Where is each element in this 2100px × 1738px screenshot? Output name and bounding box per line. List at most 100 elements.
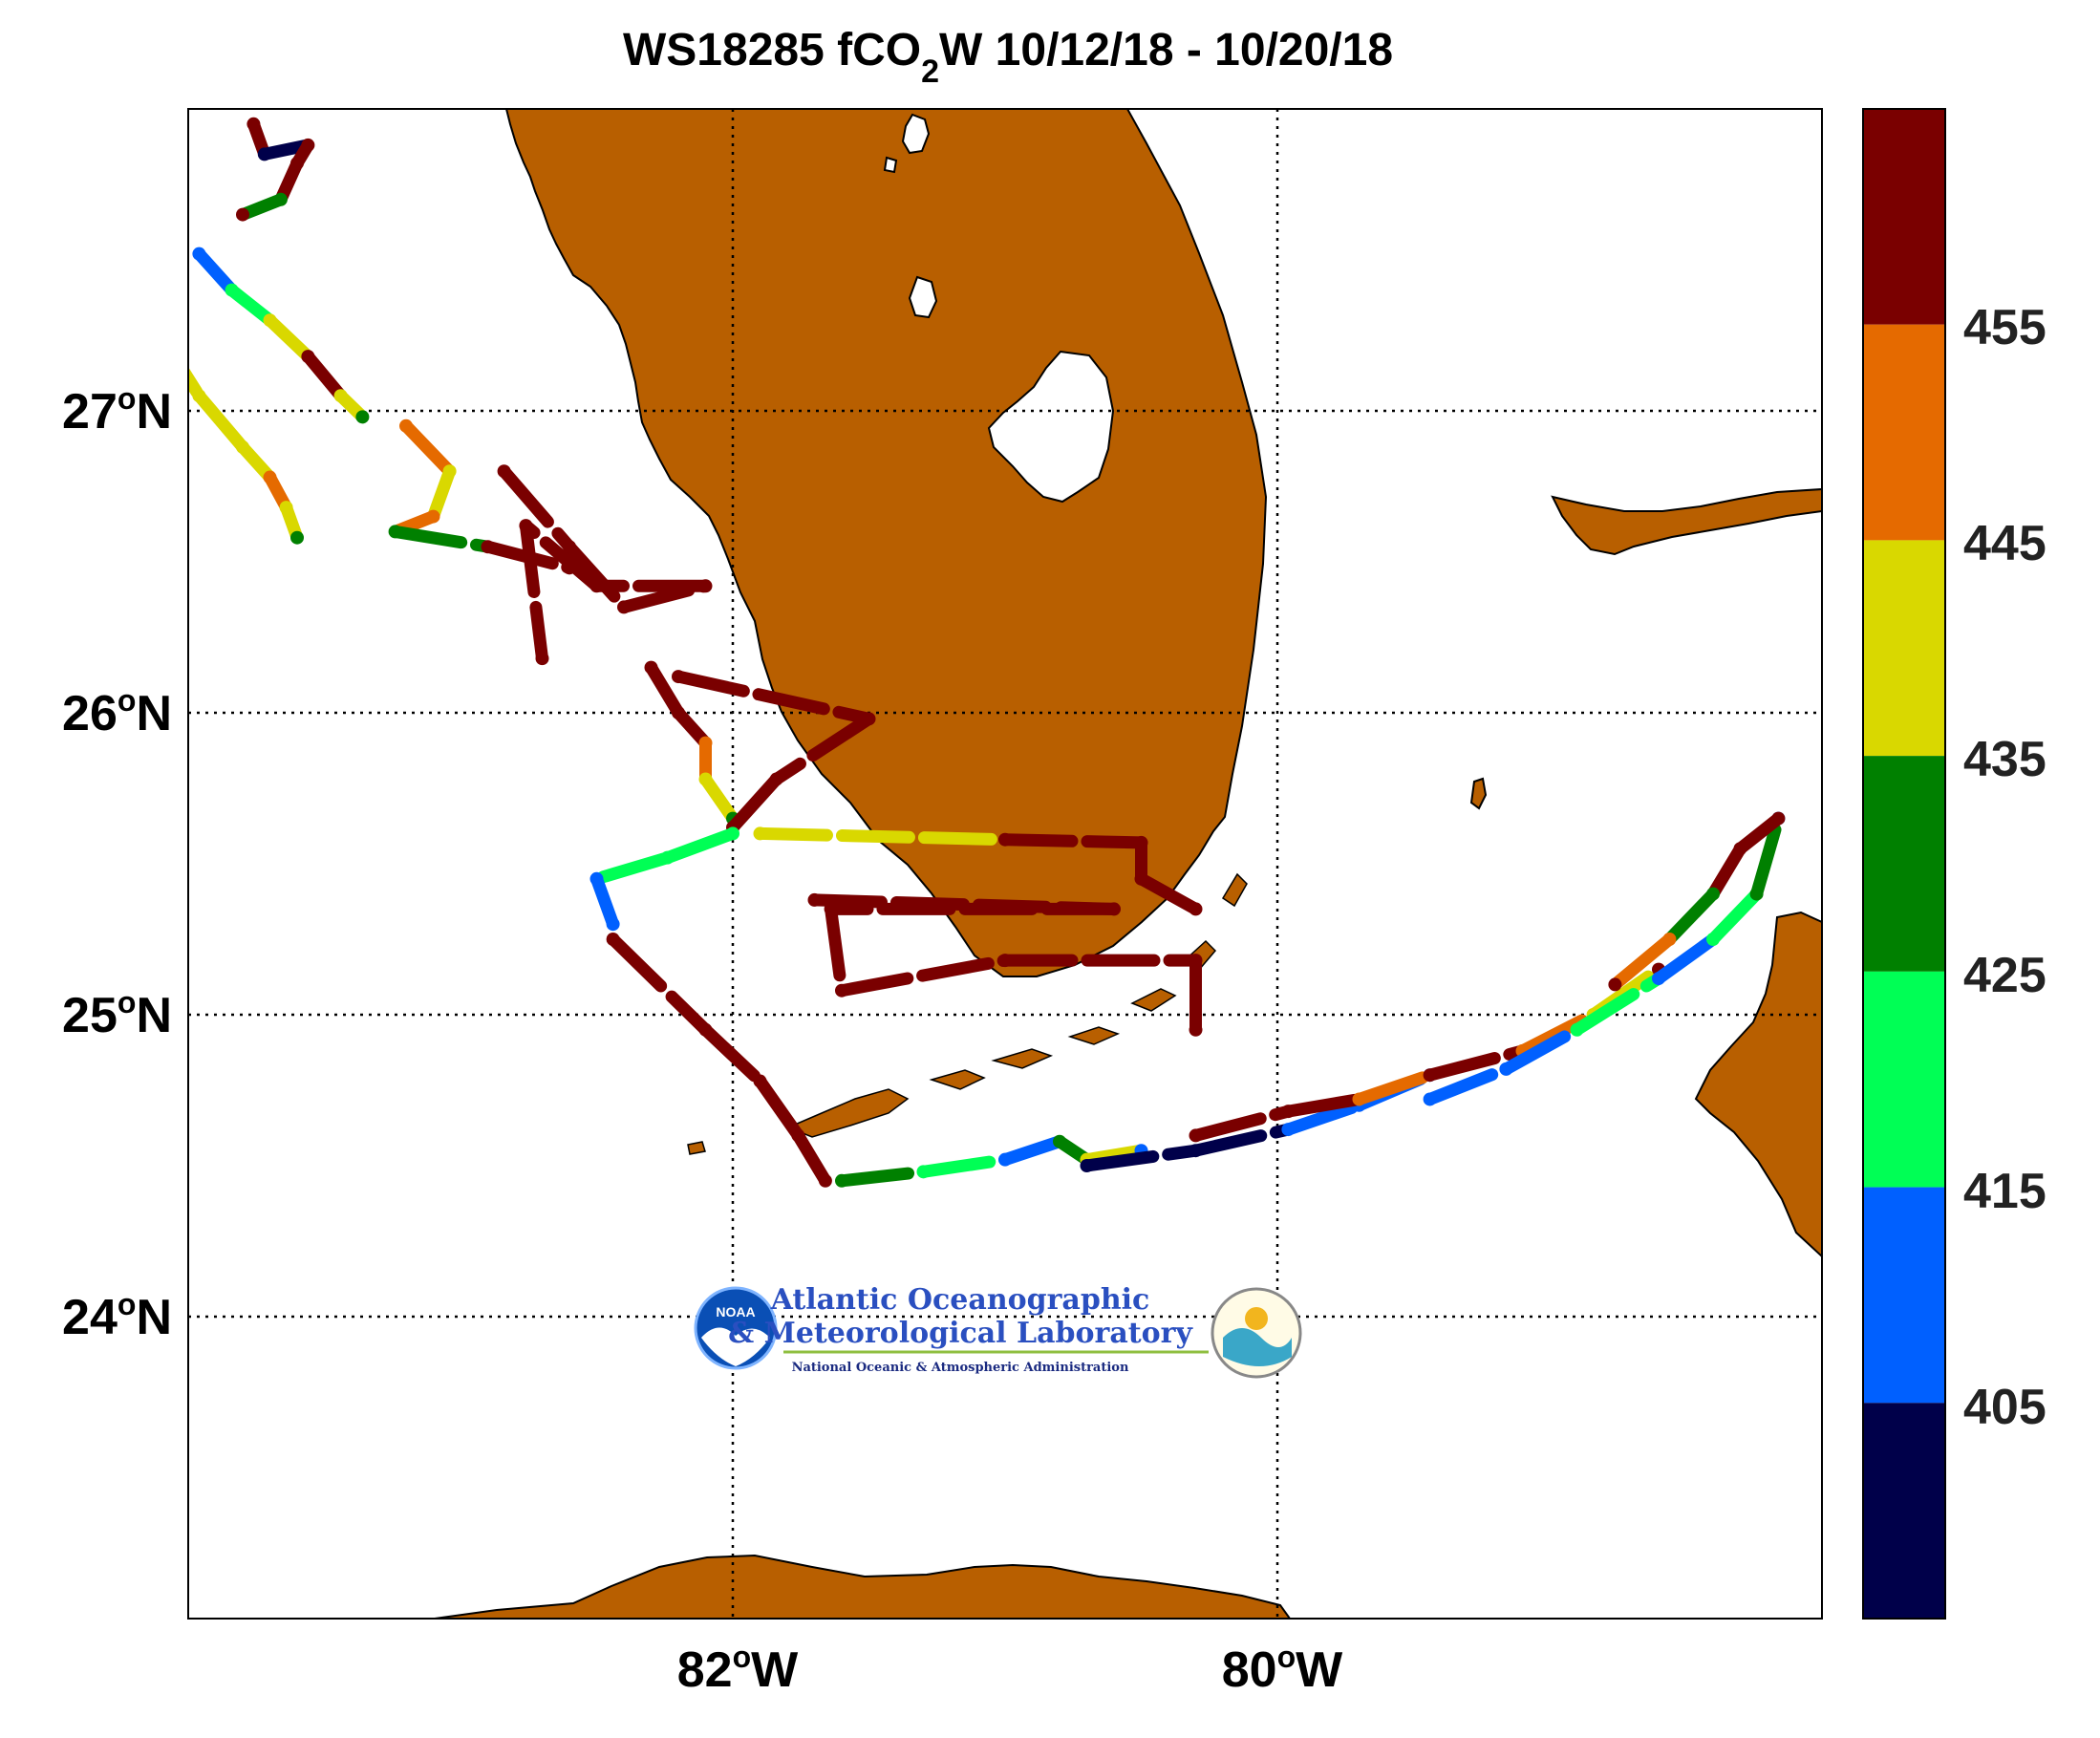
x-tick-82w-hemi: W [751, 1642, 799, 1698]
colorbar-bin-435-445 [1863, 540, 1945, 757]
track-point [290, 530, 304, 545]
track-keys-north [1608, 811, 1786, 992]
track-segment [1750, 812, 1785, 901]
track-point [998, 1152, 1012, 1167]
track-point [1499, 1062, 1513, 1076]
track-point [1608, 977, 1622, 992]
track-point [698, 1022, 713, 1037]
track-segment [825, 902, 848, 998]
track-segment [607, 933, 712, 1037]
track-segment [1281, 1092, 1365, 1118]
y-tick-25n: 25oN [62, 985, 172, 1043]
track-segment [519, 519, 548, 665]
track-segment [699, 773, 739, 826]
track-florida-bay-loop [807, 892, 1203, 1037]
track-point [1134, 871, 1148, 886]
track-segment [835, 1165, 930, 1188]
y-tick-25n-deg: 25 [62, 988, 118, 1043]
chart-title: WS18285 fCO2W 10/12/18 - 10/20/18 [623, 25, 1393, 90]
track-point [192, 389, 206, 403]
track-west-loop [589, 826, 739, 932]
florida-keys-islets [687, 872, 1248, 1155]
track-point [301, 350, 315, 364]
colorbar-bin-405-415 [1863, 1187, 1945, 1404]
track-segment [672, 706, 712, 750]
track-point [388, 525, 402, 539]
track-segment [1281, 1099, 1365, 1136]
colorbar-tick-labels: 455 445 435 425 415 405 [1963, 300, 2046, 1435]
colorbar-label-455: 455 [1963, 300, 2046, 355]
track-point [192, 247, 206, 261]
track-point [442, 464, 457, 479]
logo-line-2: & Meteorological Laboratory [728, 1317, 1193, 1350]
track-point [1053, 1134, 1066, 1148]
track-segment [1499, 1023, 1583, 1076]
track-segment [672, 670, 875, 725]
track-segment [590, 851, 675, 886]
track-point [1423, 1092, 1437, 1106]
track-point [279, 501, 293, 515]
track-segment [754, 826, 1012, 847]
track-segment [236, 440, 276, 484]
track-point [481, 540, 495, 554]
track-point [117, 268, 130, 282]
track-point [1652, 972, 1665, 986]
track-point [497, 464, 511, 479]
track-keys-lower [835, 1134, 1148, 1188]
track-point [726, 826, 739, 841]
track-point [698, 736, 713, 750]
track-segment [1081, 1144, 1147, 1167]
track-segment [399, 419, 457, 478]
track-point [290, 156, 304, 170]
logo-line-3: National Oceanic & Atmospheric Administr… [792, 1361, 1129, 1375]
track-point [1189, 954, 1203, 968]
y-tick-27n-hemi: N [136, 384, 172, 440]
noaa-badge-text: NOAA [716, 1304, 755, 1320]
track-point [660, 850, 675, 865]
title-prefix: WS18285 fCO [623, 25, 921, 75]
x-tick-80w-sup: o [1277, 1640, 1296, 1674]
y-tick-labels: 27oN 26oN 25oN 24oN [62, 381, 172, 1345]
track-point [916, 1165, 931, 1179]
title-subscript: 2 [921, 54, 939, 90]
y-tick-27n-sup: o [118, 381, 137, 416]
track-point [824, 902, 838, 916]
track-segment [1189, 1123, 1295, 1157]
noaa-bird-icon [701, 1327, 770, 1366]
colorbar-label-425: 425 [1963, 948, 2046, 1003]
colorbar-bin-445-455 [1863, 324, 1945, 541]
track-point [535, 652, 549, 666]
track-point [1570, 1022, 1584, 1037]
track-keys-inner [1189, 962, 1665, 1143]
y-tick-24n: 24oN [62, 1287, 172, 1345]
cuba-landmass [434, 1554, 1292, 1619]
track-segment [389, 525, 494, 553]
track-point [519, 519, 533, 533]
colorbar-bin-395-405 [1863, 1403, 1945, 1619]
track-segment [236, 193, 288, 222]
track-segment [1608, 933, 1676, 991]
track-segment [519, 519, 603, 592]
y-tick-24n-sup: o [118, 1287, 137, 1321]
map-frame [187, 108, 1823, 1620]
lake-small-1 [901, 113, 931, 155]
track-segment [427, 464, 457, 524]
colorbar [1863, 109, 1945, 1619]
x-tick-82w-deg: 82 [677, 1642, 733, 1698]
track-segment [791, 1128, 832, 1188]
track-segment [998, 1135, 1066, 1167]
track-segment [264, 313, 314, 363]
track-segment [563, 540, 631, 613]
track-segment [770, 712, 875, 786]
track-caloosahatchee [497, 464, 713, 666]
track-segment [1734, 812, 1785, 855]
track-segment [301, 350, 348, 402]
aoml-seal-wave-icon [1223, 1328, 1292, 1366]
track-point [769, 772, 783, 786]
track-point [1080, 1159, 1094, 1172]
track-point [301, 138, 315, 152]
track-point [998, 832, 1012, 847]
track-point [1706, 933, 1720, 946]
florida-landmass [504, 109, 1268, 977]
